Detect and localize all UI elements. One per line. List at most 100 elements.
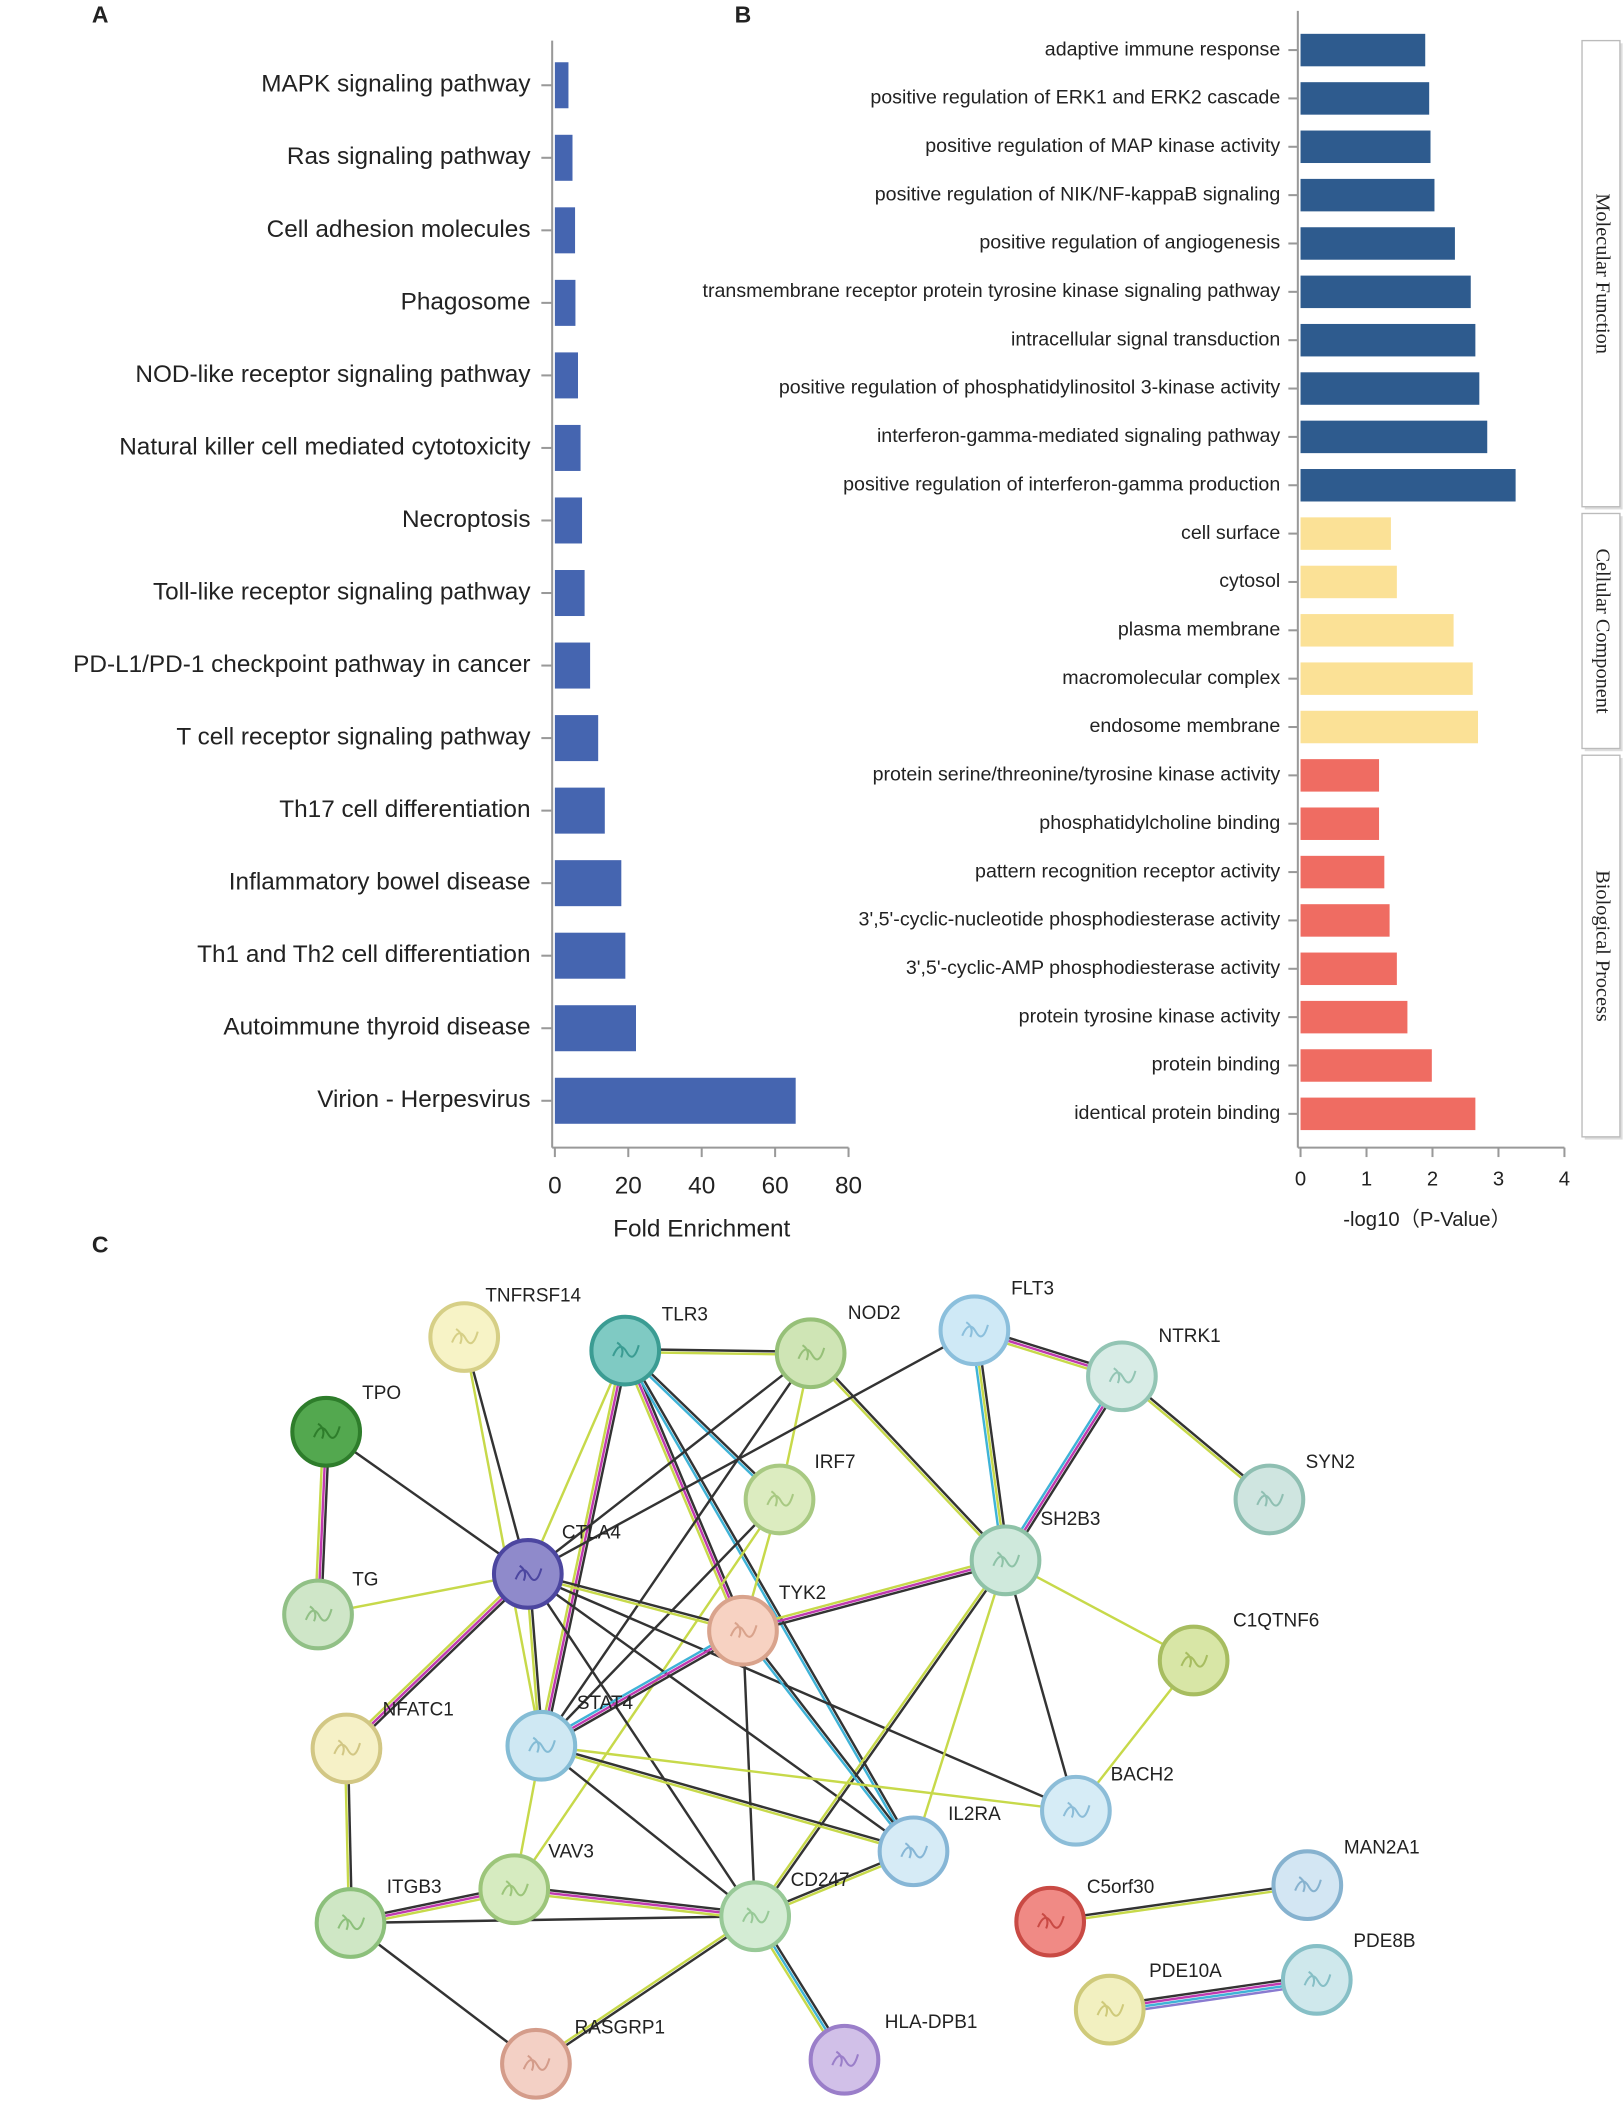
network-edge	[527, 1571, 744, 1631]
bar	[1300, 372, 1480, 405]
bar	[554, 62, 569, 109]
node-label: IRF7	[814, 1452, 855, 1473]
network-edge	[513, 1890, 755, 1921]
category-label: positive regulation of angiogenesis	[979, 232, 1280, 254]
network-edge	[1004, 1560, 1078, 1812]
node-label: TLR3	[662, 1304, 708, 1325]
category-label: cell surface	[1181, 522, 1280, 544]
network-edge	[976, 1329, 1010, 1561]
node-label: VAV3	[548, 1842, 594, 1863]
bar	[1300, 420, 1488, 454]
category-label: pattern recognition receptor activity	[975, 860, 1280, 882]
node-glyph	[1037, 1912, 1065, 1929]
network-edge	[740, 1630, 914, 1853]
category-label: Th17 cell differentiation	[279, 796, 530, 823]
x-axis-label: Fold Enrichment	[613, 1216, 790, 1243]
category-label: Natural killer cell mediated cytotoxicit…	[119, 433, 531, 460]
category-label: positive regulation of interferon-gamma …	[843, 473, 1280, 495]
network-edge	[542, 1632, 746, 1750]
category-label: positive regulation of NIK/NF-kappaB sig…	[875, 183, 1280, 205]
node-glyph	[766, 1490, 795, 1507]
node-glyph	[1256, 1490, 1284, 1507]
node-glyph	[1180, 1651, 1209, 1668]
network-edge	[755, 1560, 1008, 1918]
network-edge	[526, 1350, 627, 1575]
category-label: protein serine/threonine/tyrosine kinase…	[873, 764, 1281, 786]
bar	[1300, 807, 1380, 840]
node-label: CTLA4	[562, 1522, 621, 1543]
network-edge	[527, 1352, 812, 1575]
network-edge	[526, 1573, 757, 1917]
bar	[1300, 855, 1385, 889]
bar	[554, 352, 578, 399]
node-label: MAN2A1	[1344, 1838, 1420, 1859]
group-label: Biological Process	[1591, 870, 1613, 1022]
group-label: Cellular Component	[1591, 548, 1613, 713]
network-edge	[543, 1350, 630, 1747]
network-edge	[350, 1915, 756, 1925]
network-edge	[540, 1629, 744, 1747]
network-edge	[752, 1558, 1006, 1917]
category-label: adaptive immune response	[1045, 38, 1281, 60]
category-label: protein tyrosine kinase activity	[1019, 1005, 1281, 1027]
bar	[554, 1077, 796, 1124]
category-label: positive regulation of ERK1 and ERK2 cas…	[870, 87, 1280, 109]
network-edge	[1004, 1375, 1123, 1562]
node-label: TG	[352, 1570, 378, 1591]
category-label: PD-L1/PD-1 checkpoint pathway in cancer	[73, 651, 530, 678]
node-glyph	[337, 1914, 366, 1931]
node-glyph	[900, 1842, 929, 1859]
bar	[1300, 82, 1430, 115]
network-edge	[534, 1914, 756, 2064]
network-edge	[742, 1559, 1006, 1632]
network-edge	[741, 1630, 757, 1917]
category-label: identical protein binding	[1074, 1102, 1280, 1124]
network-edge	[540, 1352, 812, 1747]
network-edge	[973, 1330, 1007, 1561]
group-box	[1581, 512, 1621, 750]
bar	[554, 497, 583, 544]
group-box	[1581, 754, 1621, 1138]
bar	[1300, 759, 1380, 792]
category-label: Th1 and Th2 cell differentiation	[197, 941, 530, 968]
network-edge	[622, 1350, 914, 1853]
network-edge	[463, 1336, 543, 1746]
node-label: NFATC1	[383, 1700, 454, 1721]
network-edge	[463, 1336, 529, 1575]
node-glyph	[992, 1551, 1021, 1568]
node-glyph	[522, 2054, 551, 2071]
category-label: Phagosome	[401, 288, 531, 315]
bar	[554, 279, 576, 326]
bar	[554, 860, 622, 907]
category-label: Toll-like receptor signaling pathway	[153, 578, 531, 605]
network-edge	[1050, 1885, 1308, 1925]
bar	[1300, 178, 1435, 212]
node-glyph	[451, 1328, 479, 1345]
network-edge	[743, 1562, 1007, 1635]
x-axis-label: -log10（P-Value）	[1343, 1208, 1511, 1231]
category-label: Virion - Herpesvirus	[317, 1086, 530, 1113]
network-edge	[513, 1498, 781, 1890]
network-edge	[325, 1430, 529, 1575]
node-glyph	[313, 1422, 341, 1439]
x-tick-label: 1	[1361, 1168, 1372, 1190]
network-edge	[540, 1744, 756, 1918]
category-label: intracellular signal transduction	[1011, 328, 1280, 350]
network-edge	[527, 1329, 975, 1575]
category-label: positive regulation of MAP kinase activi…	[925, 135, 1280, 157]
x-tick-label: 0	[1295, 1168, 1306, 1190]
x-tick-label: 80	[835, 1172, 862, 1199]
category-label: NOD-like receptor signaling pathway	[135, 361, 531, 388]
node-label: ITGB3	[387, 1877, 442, 1898]
network-edge	[1001, 1374, 1121, 1560]
node-glyph	[612, 1341, 640, 1358]
bar	[1300, 130, 1431, 164]
bar	[1300, 227, 1455, 260]
category-label: interferon-gamma-mediated signaling path…	[877, 425, 1280, 447]
node-label: SH2B3	[1040, 1509, 1100, 1530]
node-label: C5orf30	[1087, 1877, 1154, 1898]
network-edge	[541, 1743, 915, 1852]
network-edge	[343, 1570, 527, 1748]
network-edge	[626, 1348, 747, 1631]
